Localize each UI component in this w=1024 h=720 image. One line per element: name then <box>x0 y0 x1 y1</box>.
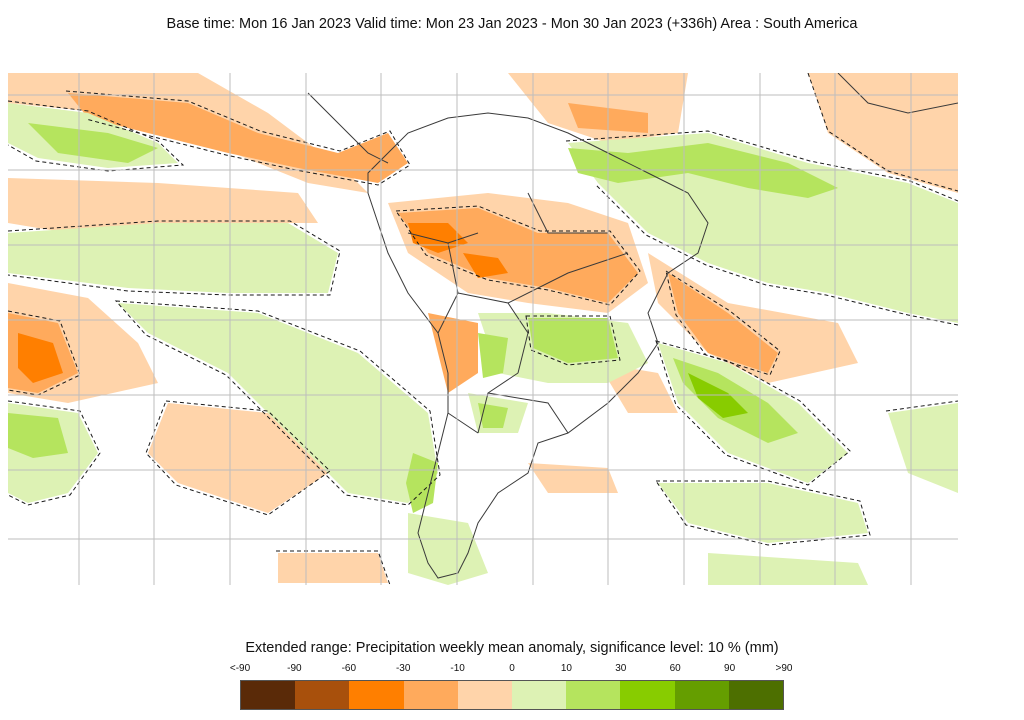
legend-label: -90 <box>287 663 302 674</box>
legend-label: 30 <box>615 663 627 674</box>
legend-label: >90 <box>775 663 793 674</box>
legend-swatch <box>620 681 675 709</box>
legend-swatch <box>457 681 513 709</box>
legend-swatch <box>349 681 404 709</box>
land-boundaries <box>307 73 958 579</box>
south-america-coastline <box>367 112 709 579</box>
legend-swatch <box>566 681 621 709</box>
country-borders <box>407 192 629 434</box>
central-america-coastline <box>307 92 389 164</box>
legend-swatch <box>728 681 784 709</box>
legend-swatch <box>674 681 729 709</box>
legend-label: 0 <box>509 663 515 674</box>
map-title: Base time: Mon 16 Jan 2023 Valid time: M… <box>166 16 858 32</box>
legend-label: 90 <box>724 663 736 674</box>
legend-label: -10 <box>450 663 465 674</box>
graticule <box>8 73 958 585</box>
legend-title: Extended range: Precipitation weekly mea… <box>245 640 779 656</box>
legend-label: 60 <box>669 663 681 674</box>
legend-swatch <box>295 681 350 709</box>
legend-swatch <box>241 681 296 709</box>
precipitation-anomaly-map <box>8 73 958 585</box>
legend-swatch <box>512 681 567 709</box>
legend-labels: <-90 -90 -60 -30 -10 0 10 30 60 90 >90 <box>0 663 1024 677</box>
legend-label: -60 <box>341 663 357 674</box>
legend-color-bar <box>240 680 784 710</box>
gulf-coastline <box>837 73 958 114</box>
legend-swatch <box>403 681 458 709</box>
legend-label: <-90 <box>229 663 251 674</box>
wet-anomaly-areas <box>8 103 958 585</box>
legend-label: 10 <box>560 663 572 674</box>
legend-label: -30 <box>395 663 411 674</box>
